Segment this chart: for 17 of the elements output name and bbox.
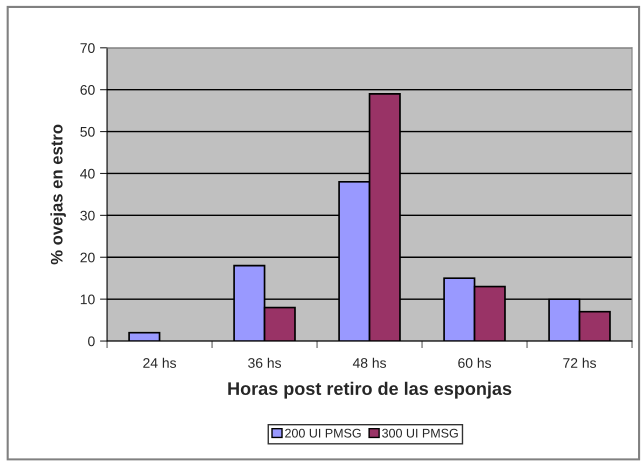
y-tick-label: 20	[80, 252, 95, 262]
legend-label: 300 UI PMSG	[382, 428, 458, 438]
y-tick-label: 70	[80, 43, 95, 53]
y-tick-label: 60	[80, 85, 95, 95]
y-tick-label: 50	[80, 126, 95, 137]
y-tick-label: 10	[80, 294, 95, 304]
x-tick-label: 36 hs	[248, 358, 282, 368]
x-tick-label: 48 hs	[352, 358, 386, 368]
y-tick-label: 0	[88, 336, 95, 346]
x-tick-label: 72 hs	[563, 358, 596, 368]
y-axis-title: % ovejas en estro	[50, 124, 66, 264]
y-tick-label: 40	[80, 168, 95, 179]
x-axis-title: Horas post retiro de las esponjas	[228, 382, 512, 399]
legend-label: 200 UI PMSG	[285, 428, 361, 438]
x-tick-label: 60 hs	[458, 358, 492, 368]
y-tick-label: 30	[80, 210, 95, 221]
x-tick-label: 24 hs	[143, 358, 176, 368]
